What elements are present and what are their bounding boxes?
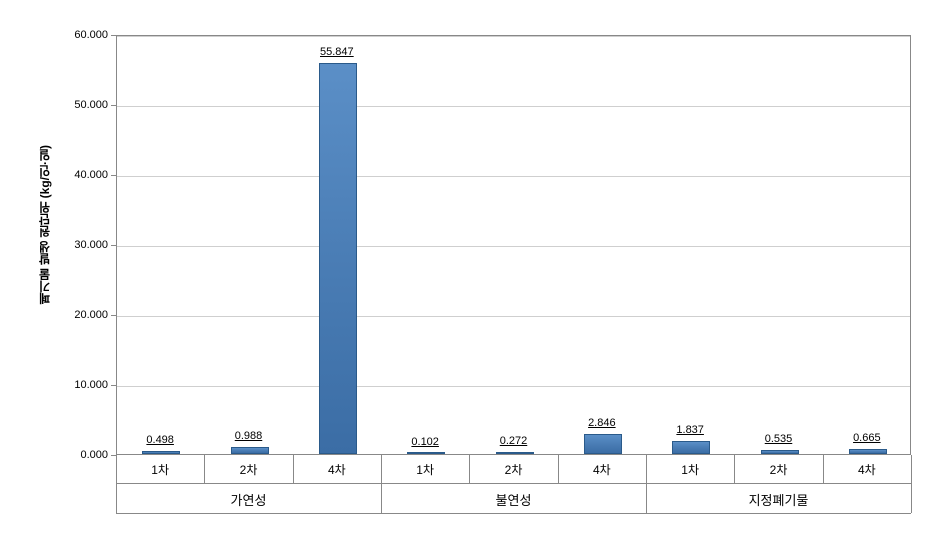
x-sub-divider <box>558 455 559 483</box>
bar <box>407 452 445 454</box>
bar-value-label: 1.837 <box>676 424 704 436</box>
x-sub-label: 4차 <box>593 461 611 478</box>
x-sub-label: 1차 <box>416 461 434 478</box>
bar <box>319 63 357 454</box>
bar <box>584 434 622 454</box>
x-group-divider <box>646 483 647 513</box>
plot-area <box>116 35 911 455</box>
bar <box>849 449 887 454</box>
y-tick-label: 20.000 <box>58 309 108 321</box>
y-tick-mark <box>111 315 116 316</box>
x-axis-bottom-line <box>116 513 911 514</box>
x-sub-divider <box>734 455 735 483</box>
x-axis-divider-line <box>116 483 911 484</box>
chart-container: 폐기물 발생 원단위 (kg/인·일) 0.000 10.000 20.000 30.… <box>26 20 926 530</box>
x-sub-label: 1차 <box>151 461 169 478</box>
x-axis-side-line <box>116 455 117 513</box>
bar-value-label: 0.498 <box>146 434 174 446</box>
bar <box>672 441 710 454</box>
x-axis-side-line <box>911 455 912 513</box>
x-sub-label: 4차 <box>328 461 346 478</box>
y-tick-label: 30.000 <box>58 239 108 251</box>
bar-value-label: 55.847 <box>320 46 354 58</box>
y-tick-label: 60.000 <box>58 29 108 41</box>
bar-value-label: 0.272 <box>500 435 528 447</box>
bar <box>496 452 534 454</box>
x-sub-divider <box>469 455 470 483</box>
x-sub-label: 2차 <box>505 461 523 478</box>
x-group-label: 가연성 <box>231 490 267 509</box>
x-sub-label: 1차 <box>681 461 699 478</box>
bars-area <box>117 36 910 454</box>
y-axis-label: 폐기물 발생 원단위 (kg/인·일) <box>36 145 53 304</box>
bar <box>231 447 269 454</box>
bar <box>142 451 180 454</box>
x-sub-label: 2차 <box>240 461 258 478</box>
bar <box>761 450 799 454</box>
y-tick-label: 50.000 <box>58 99 108 111</box>
y-tick-mark <box>111 105 116 106</box>
x-sub-label: 2차 <box>770 461 788 478</box>
bar-value-label: 0.665 <box>853 432 881 444</box>
x-sub-label: 4차 <box>858 461 876 478</box>
y-tick-label: 10.000 <box>58 379 108 391</box>
x-sub-divider <box>381 455 382 483</box>
y-tick-mark <box>111 245 116 246</box>
y-tick-label: 40.000 <box>58 169 108 181</box>
x-group-label: 지정폐기물 <box>749 490 809 509</box>
y-tick-mark <box>111 385 116 386</box>
x-sub-divider <box>204 455 205 483</box>
y-tick-mark <box>111 35 116 36</box>
y-tick-label: 0.000 <box>58 449 108 461</box>
bar-value-label: 0.102 <box>411 436 439 448</box>
x-group-divider <box>381 483 382 513</box>
bar-value-label: 0.988 <box>235 430 263 442</box>
x-sub-divider <box>646 455 647 483</box>
y-tick-mark <box>111 175 116 176</box>
x-sub-divider <box>293 455 294 483</box>
x-group-label: 불연성 <box>496 490 532 509</box>
x-sub-divider <box>823 455 824 483</box>
bar-value-label: 2.846 <box>588 417 616 429</box>
bar-value-label: 0.535 <box>765 433 793 445</box>
